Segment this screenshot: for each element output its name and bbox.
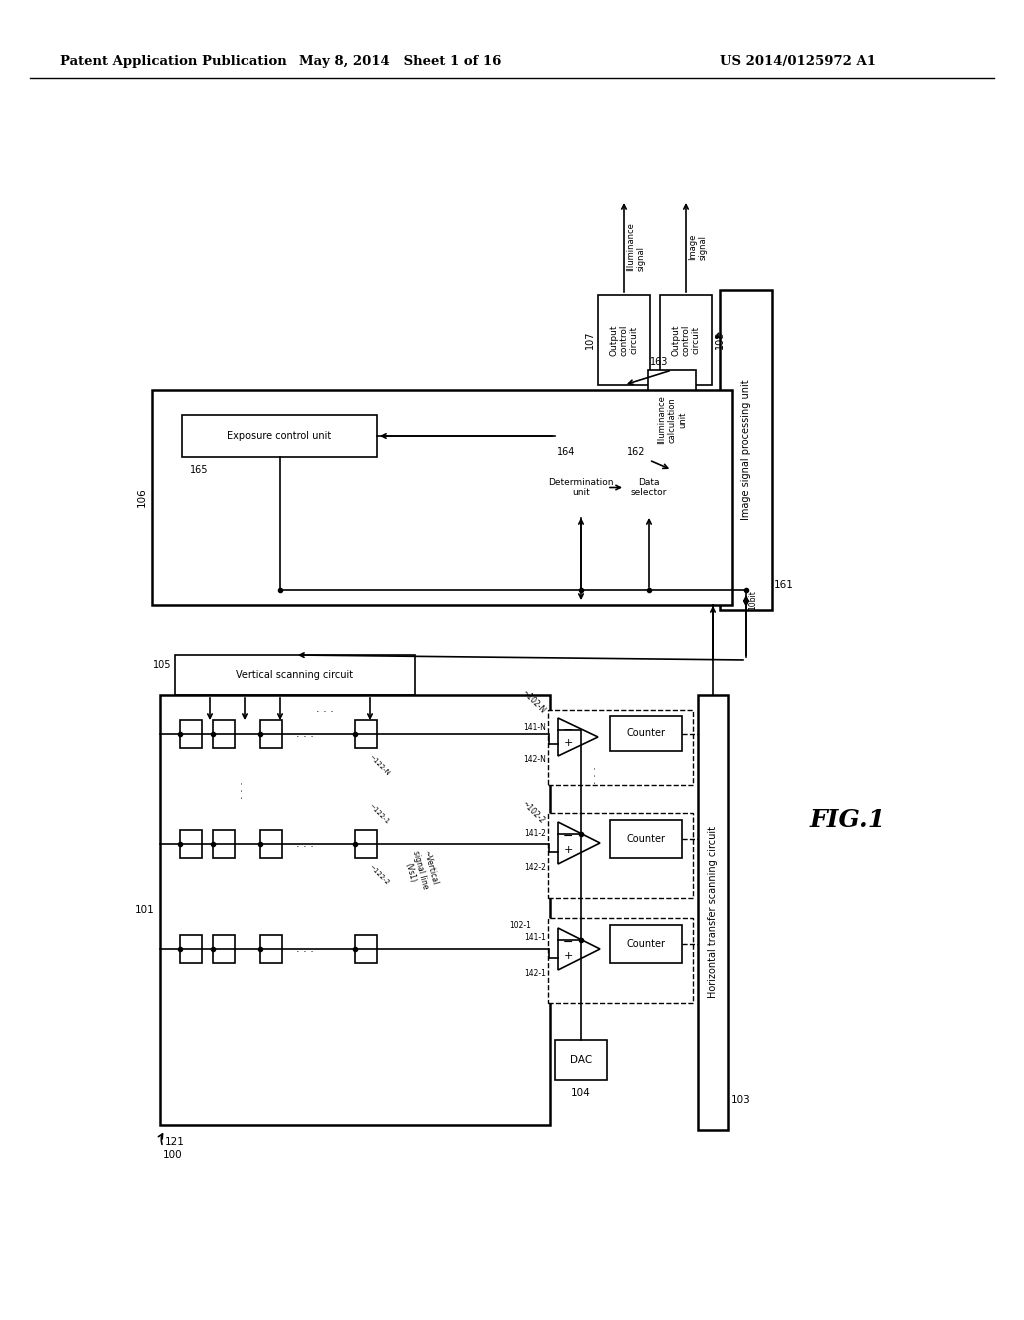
Bar — [260, 719, 282, 748]
Text: Patent Application Publication: Patent Application Publication — [60, 55, 287, 69]
Bar — [180, 719, 202, 748]
Text: Counter: Counter — [627, 729, 666, 738]
Text: 101: 101 — [135, 906, 155, 915]
Text: DAC: DAC — [570, 1055, 592, 1065]
Text: +: + — [563, 845, 572, 855]
Text: 104: 104 — [571, 1088, 591, 1098]
Bar — [355, 830, 377, 858]
Text: Output
control
circuit: Output control circuit — [671, 325, 700, 356]
Text: −: − — [563, 936, 573, 949]
Text: 142-2: 142-2 — [524, 863, 546, 873]
Text: 106: 106 — [137, 487, 147, 507]
Text: 162: 162 — [627, 447, 645, 457]
Text: 141-1: 141-1 — [524, 933, 546, 942]
Text: 100: 100 — [163, 1150, 182, 1160]
Text: 10bit: 10bit — [748, 590, 757, 610]
Text: US 2014/0125972 A1: US 2014/0125972 A1 — [720, 55, 876, 69]
Bar — [160, 696, 550, 1125]
Bar — [355, 935, 377, 964]
Text: 108: 108 — [715, 331, 725, 350]
Text: . . .: . . . — [296, 944, 314, 954]
Bar — [548, 917, 693, 1003]
Text: . . .: . . . — [234, 781, 245, 799]
Text: 121: 121 — [165, 1137, 185, 1147]
Bar — [720, 290, 772, 610]
Bar — [698, 696, 728, 1130]
Text: ~122-N: ~122-N — [368, 752, 391, 776]
Text: Illuminance
signal: Illuminance signal — [626, 223, 645, 272]
Text: Counter: Counter — [627, 834, 666, 843]
Text: Exposure control unit: Exposure control unit — [227, 432, 332, 441]
Text: Counter: Counter — [627, 939, 666, 949]
Text: . . .: . . . — [316, 704, 334, 714]
Polygon shape — [558, 822, 600, 865]
Text: Output
control
circuit: Output control circuit — [609, 325, 639, 356]
Text: +: + — [563, 950, 572, 961]
Bar — [598, 294, 650, 385]
Text: 102-1: 102-1 — [509, 921, 530, 931]
Bar — [548, 813, 693, 898]
Bar — [175, 655, 415, 696]
Text: FIG.1: FIG.1 — [810, 808, 886, 832]
Polygon shape — [558, 718, 598, 756]
Bar — [152, 389, 732, 605]
Text: . . .: . . . — [296, 729, 314, 739]
Text: . . .: . . . — [588, 766, 598, 784]
Text: 105: 105 — [153, 660, 171, 671]
Text: −: − — [563, 829, 573, 842]
Text: Vertical scanning circuit: Vertical scanning circuit — [237, 671, 353, 680]
Text: ~122-1: ~122-1 — [368, 803, 391, 825]
Text: Illuminance
calculation
unit: Illuminance calculation unit — [657, 396, 687, 445]
Bar — [213, 935, 234, 964]
Bar — [260, 935, 282, 964]
Text: ~102-N: ~102-N — [520, 688, 547, 715]
Text: ~122-2: ~122-2 — [368, 863, 390, 886]
Text: . . .: . . . — [296, 840, 314, 849]
Text: 164: 164 — [557, 447, 575, 457]
Text: Image
signal: Image signal — [688, 234, 708, 260]
Bar — [625, 459, 673, 515]
Bar — [213, 830, 234, 858]
Bar — [610, 715, 682, 751]
Text: −: − — [563, 723, 573, 737]
Text: 141-N: 141-N — [523, 723, 546, 733]
Bar — [660, 294, 712, 385]
Bar — [180, 830, 202, 858]
Text: May 8, 2014   Sheet 1 of 16: May 8, 2014 Sheet 1 of 16 — [299, 55, 501, 69]
Polygon shape — [558, 928, 600, 970]
Bar — [610, 925, 682, 964]
Text: Image signal processing unit: Image signal processing unit — [741, 380, 751, 520]
Text: 161: 161 — [774, 579, 794, 590]
Bar — [555, 459, 607, 515]
Text: 165: 165 — [190, 465, 209, 475]
Text: ~Vertical
signal line
(Vs1): ~Vertical signal line (Vs1) — [400, 847, 439, 892]
Text: 163: 163 — [650, 356, 669, 367]
Bar — [555, 1040, 607, 1080]
Text: Determination
unit: Determination unit — [548, 478, 613, 498]
Text: ~102-2: ~102-2 — [520, 799, 547, 825]
Bar — [260, 830, 282, 858]
Bar — [648, 370, 696, 470]
Bar — [548, 710, 693, 785]
Text: 141-2: 141-2 — [524, 829, 546, 837]
Text: 142-1: 142-1 — [524, 969, 546, 978]
Bar — [355, 719, 377, 748]
Text: 107: 107 — [585, 331, 595, 350]
Text: 142-N: 142-N — [523, 755, 546, 764]
Text: 103: 103 — [731, 1096, 751, 1105]
Text: Horizontal transfer scanning circuit: Horizontal transfer scanning circuit — [708, 826, 718, 998]
Bar — [610, 820, 682, 858]
Bar — [180, 935, 202, 964]
Text: +: + — [563, 738, 572, 748]
Bar — [182, 414, 377, 457]
Bar — [213, 719, 234, 748]
Text: Data
selector: Data selector — [631, 478, 668, 498]
